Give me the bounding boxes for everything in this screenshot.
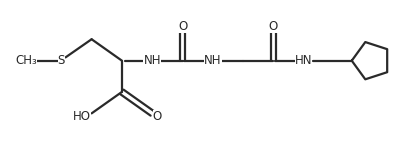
Text: CH₃: CH₃ [15, 54, 37, 67]
Text: NH: NH [204, 54, 221, 67]
Text: O: O [269, 20, 278, 33]
Text: HN: HN [295, 54, 313, 67]
Text: NH: NH [143, 54, 161, 67]
Text: O: O [153, 110, 162, 123]
Text: S: S [58, 54, 65, 67]
Text: HO: HO [73, 110, 91, 123]
Text: O: O [178, 20, 187, 33]
